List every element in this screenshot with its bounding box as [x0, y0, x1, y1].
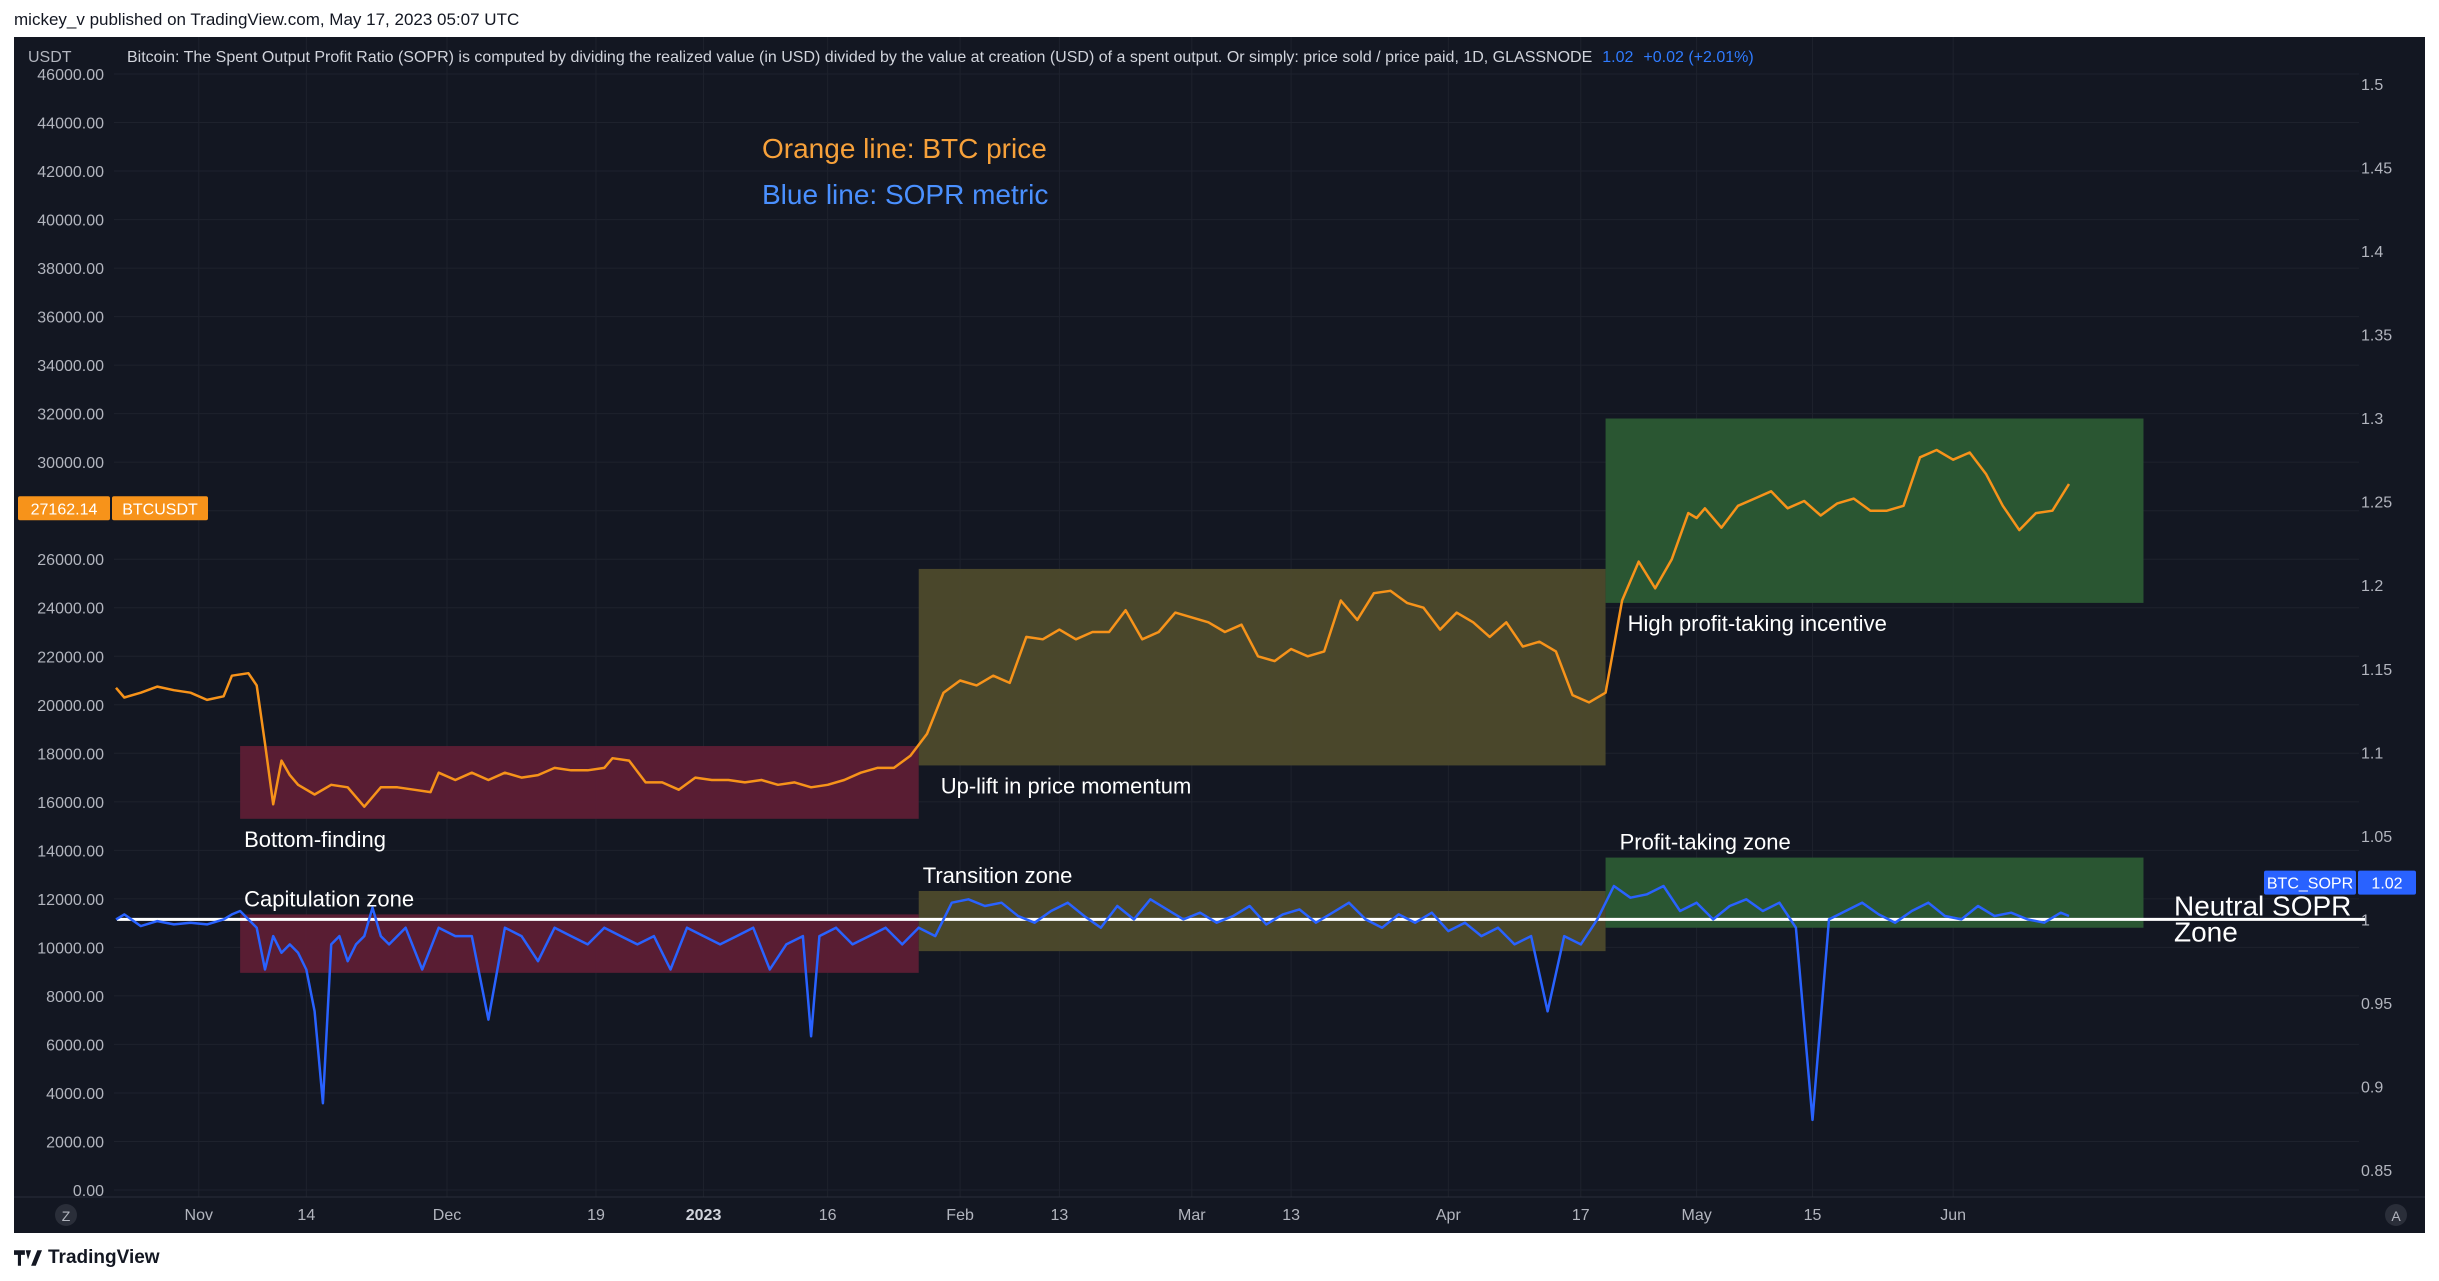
- zone-label: Transition zone: [923, 863, 1073, 888]
- footer: TradingView: [14, 1244, 160, 1272]
- zone-label: Bottom-finding: [244, 827, 386, 852]
- left-axis-tick: 40000.00: [37, 213, 104, 230]
- left-axis-tick: 24000.00: [37, 601, 104, 618]
- right-axis-tick: 1.1: [2361, 745, 2383, 762]
- tradingview-logo-icon: [14, 1250, 42, 1266]
- right-axis-tick: 0.95: [2361, 996, 2392, 1013]
- btc-last-price-value: 27162.14: [31, 501, 98, 518]
- right-axis-tick: 1.2: [2361, 578, 2383, 595]
- left-axis-tick: 6000.00: [46, 1037, 104, 1054]
- zone-box: [918, 568, 1606, 766]
- zone-label: High profit-taking incentive: [1628, 611, 1887, 636]
- sopr-last-value-badge: [2358, 870, 2416, 895]
- btc-symbol-badge: [112, 496, 208, 521]
- left-axis-tick: 14000.00: [37, 843, 104, 860]
- legend-change: +0.02 (+2.01%): [1643, 49, 1753, 66]
- right-axis-tick: 1.3: [2361, 411, 2383, 428]
- auto-scale-a-label: A: [2391, 1208, 2401, 1224]
- left-axis-tick: 10000.00: [37, 940, 104, 957]
- right-axis-tick: 0.85: [2361, 1163, 2392, 1180]
- left-axis-tick: 16000.00: [37, 795, 104, 812]
- btc-price-line: [115, 448, 2071, 808]
- indicator-legend: Bitcoin: The Spent Output Profit Ratio (…: [127, 49, 1754, 66]
- right-axis-tick: 1.15: [2361, 662, 2392, 679]
- left-axis-tick: 8000.00: [46, 989, 104, 1006]
- left-axis-tick: 20000.00: [37, 698, 104, 715]
- chart-area[interactable]: Bottom-finding Up-lift in price momentum H…: [14, 37, 2425, 1233]
- time-axis-tick: Mar: [1178, 1207, 1206, 1224]
- left-axis-tick: 4000.00: [46, 1086, 104, 1103]
- auto-scale-a-button[interactable]: [2385, 1204, 2407, 1226]
- left-axis-tick: 18000.00: [37, 746, 104, 763]
- left-axis-tick: 44000.00: [37, 116, 104, 133]
- right-axis-tick: 1.45: [2361, 161, 2392, 178]
- chart-svg[interactable]: Bottom-finding Up-lift in price momentum H…: [14, 37, 2425, 1233]
- auto-scale-z-button[interactable]: [55, 1204, 77, 1226]
- right-axis-tick: 1.5: [2361, 77, 2383, 94]
- legend-description: Bitcoin: The Spent Output Profit Ratio (…: [127, 49, 1592, 66]
- zone-box: [240, 746, 919, 819]
- left-axis-tick: 36000.00: [37, 310, 104, 327]
- time-axis-tick: Jun: [1940, 1207, 1966, 1224]
- sopr-last-value: 1.02: [2371, 876, 2402, 893]
- legend-value: 1.02: [1602, 49, 1633, 66]
- brand-label: TradingView: [48, 1247, 160, 1268]
- time-axis-tick: 13: [1282, 1207, 1300, 1224]
- publisher-line: mickey_v published on TradingView.com, M…: [14, 10, 520, 29]
- time-axis-tick: May: [1681, 1207, 1711, 1224]
- sopr-symbol-label: BTC_SOPR: [2267, 876, 2353, 893]
- time-axis-tick: 19: [587, 1207, 605, 1224]
- annotation-text: Orange line: BTC price: [762, 133, 1047, 164]
- zone-label: Profit-taking zone: [1620, 830, 1791, 855]
- left-axis-tick: 42000.00: [37, 164, 104, 181]
- time-axis-tick: 14: [297, 1207, 315, 1224]
- time-axis-tick: Apr: [1436, 1207, 1462, 1224]
- left-axis-tick: 12000.00: [37, 892, 104, 909]
- left-axis-tick: 22000.00: [37, 649, 104, 666]
- time-axis-tick: Dec: [433, 1207, 461, 1224]
- btc-last-price-badge: [18, 496, 110, 521]
- left-axis-tick: 2000.00: [46, 1134, 104, 1151]
- auto-scale-z-label: Z: [62, 1208, 71, 1224]
- time-axis-tick: 16: [819, 1207, 837, 1224]
- left-axis-tick: 38000.00: [37, 261, 104, 278]
- left-axis-tick: 46000.00: [37, 67, 104, 84]
- left-axis-tick: 30000.00: [37, 455, 104, 472]
- annotation-text: Blue line: SOPR metric: [762, 179, 1048, 210]
- sopr-symbol-badge: [2264, 870, 2356, 895]
- right-axis-tick: 1.35: [2361, 328, 2392, 345]
- time-axis-tick: Nov: [185, 1207, 213, 1224]
- neutral-sopr-label: Zone: [2174, 916, 2238, 947]
- zone-label: Capitulation zone: [244, 886, 414, 911]
- left-axis-label: USDT: [28, 49, 72, 66]
- right-axis-tick: 1.25: [2361, 495, 2392, 512]
- left-axis-tick: 34000.00: [37, 358, 104, 375]
- time-axis-tick: 15: [1804, 1207, 1822, 1224]
- right-axis-tick: 0.9: [2361, 1079, 2383, 1096]
- zone-box: [1605, 857, 2144, 928]
- time-axis-tick: 13: [1050, 1207, 1068, 1224]
- sopr-line: [115, 884, 2070, 1122]
- left-axis-tick: 26000.00: [37, 552, 104, 569]
- time-axis-tick: 2023: [686, 1207, 722, 1224]
- zone-label: Up-lift in price momentum: [941, 773, 1192, 798]
- right-axis-tick: 1.4: [2361, 244, 2383, 261]
- right-axis-tick: 1: [2361, 912, 2370, 929]
- neutral-sopr-label: Neutral SOPR: [2174, 890, 2351, 921]
- left-axis-tick: 32000.00: [37, 407, 104, 424]
- btc-symbol-label: BTCUSDT: [122, 501, 198, 518]
- left-axis-tick: 0.00: [73, 1183, 104, 1200]
- right-axis-tick: 1.05: [2361, 829, 2392, 846]
- time-axis-tick: Feb: [946, 1207, 974, 1224]
- time-axis-tick: 17: [1572, 1207, 1590, 1224]
